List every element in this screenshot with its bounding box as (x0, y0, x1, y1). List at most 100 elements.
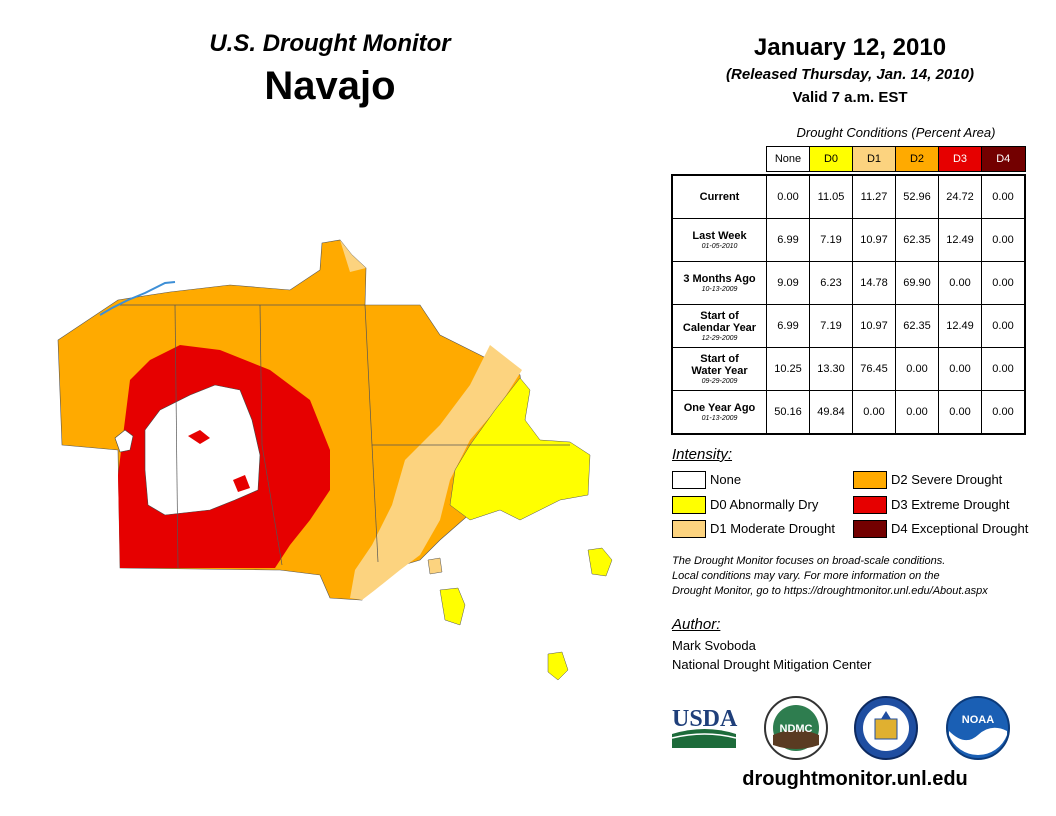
table-cell: 0.00 (938, 347, 982, 391)
legend-swatch-d1 (672, 520, 706, 538)
website-url: droughtmonitor.unl.edu (742, 768, 968, 790)
lake-powell-water (99, 281, 176, 316)
table-cell: 50.16 (766, 390, 810, 435)
table-cell: 0.00 (852, 390, 896, 435)
col-header-none: None (766, 146, 810, 172)
row-label: Start of Calendar Year 12-29-2009 (671, 304, 767, 348)
map-region-d1-north (340, 240, 366, 272)
note-line: Local conditions may vary. For more info… (672, 570, 940, 582)
legend-swatch-d4 (853, 520, 887, 538)
row-label: Current (671, 174, 767, 219)
usda-logo-icon: USDA (671, 706, 738, 748)
legend-title: Intensity: (672, 446, 733, 463)
table-cell: 24.72 (938, 174, 982, 219)
table-row: Current 0.00 11.05 11.27 52.96 24.72 0.0… (671, 174, 1026, 219)
col-header-d3: D3 (938, 146, 982, 172)
table-cell: 0.00 (981, 347, 1026, 391)
map-region-none-west (114, 429, 134, 453)
table-cell: 0.00 (895, 347, 939, 391)
map-island-d0-south (439, 587, 466, 626)
col-header-d1: D1 (852, 146, 896, 172)
legend-swatch-d0 (672, 496, 706, 514)
row-label: Start of Water Year 09-29-2009 (671, 347, 767, 391)
row-label: 3 Months Ago 10-13-2009 (671, 261, 767, 305)
svg-text:USDA: USDA (672, 706, 738, 732)
table-cell: 0.00 (981, 304, 1026, 348)
table-cell: 10.97 (852, 304, 896, 348)
author-name: Mark Svoboda (672, 638, 756, 653)
table-cell: 69.90 (895, 261, 939, 305)
note-line: Drought Monitor, go to https://droughtmo… (672, 585, 988, 597)
legend-label-d1: D1 Moderate Drought (710, 521, 836, 536)
table-cell: 11.27 (852, 174, 896, 219)
release-date: (Released Thursday, Jan. 14, 2010) (726, 66, 974, 83)
author-title: Author: (672, 616, 721, 633)
table-cell: 12.49 (938, 218, 982, 262)
region-name: Navajo (264, 64, 396, 108)
legend-label-none: None (710, 472, 742, 487)
table-cell: 10.25 (766, 347, 810, 391)
table-row: One Year Ago 01-13-2009 50.16 49.84 0.00 … (671, 390, 1026, 435)
map-title: U.S. Drought Monitor (209, 30, 451, 57)
table-cell: 76.45 (852, 347, 896, 391)
note-line: The Drought Monitor focuses on broad-sca… (672, 555, 946, 567)
table-caption: Drought Conditions (Percent Area) (796, 125, 996, 140)
table-cell: 0.00 (766, 174, 810, 219)
table-header-row: None D0 D1 D2 D3 D4 (672, 146, 1026, 172)
table-cell: 0.00 (981, 261, 1026, 305)
col-header-d2: D2 (895, 146, 939, 172)
table-row: Start of Calendar Year 12-29-2009 6.99 7.1… (671, 304, 1026, 348)
table-cell: 6.99 (766, 304, 810, 348)
drought-conditions-table: None D0 D1 D2 D3 D4 Current 0.00 11.05 1… (671, 146, 1026, 435)
legend-swatch-none (672, 471, 706, 489)
info-note: The Drought Monitor focuses on broad-sca… (672, 554, 1052, 599)
drought-map (57, 239, 613, 681)
table-cell: 14.78 (852, 261, 896, 305)
legend-label-d2: D2 Severe Drought (891, 472, 1003, 487)
noaa-logo-icon: NOAA (946, 696, 1010, 760)
table-cell: 0.00 (895, 390, 939, 435)
table-cell: 62.35 (895, 304, 939, 348)
table-cell: 6.23 (809, 261, 853, 305)
table-cell: 62.35 (895, 218, 939, 262)
table-cell: 7.19 (809, 218, 853, 262)
row-label: One Year Ago 01-13-2009 (671, 390, 767, 435)
table-cell: 7.19 (809, 304, 853, 348)
table-cell: 12.49 (938, 304, 982, 348)
boundary-lines (120, 304, 570, 569)
table-cell: 11.05 (809, 174, 853, 219)
map-island-d1-south (427, 557, 443, 575)
map-region-d3-patch-east (233, 475, 250, 492)
table-cell: 0.00 (981, 390, 1026, 435)
table-row: Start of Water Year 09-29-2009 10.25 13.30… (671, 347, 1026, 391)
svg-text:NOAA: NOAA (962, 714, 994, 726)
valid-time: Valid 7 a.m. EST (792, 89, 908, 106)
table-row: Last Week 01-05-2010 6.99 7.19 10.97 62.3… (671, 218, 1026, 262)
legend-label-d0: D0 Abnormally Dry (710, 497, 819, 512)
svg-text:NDMC: NDMC (780, 723, 813, 735)
author-org: National Drought Mitigation Center (672, 657, 872, 672)
table-header-spacer (672, 147, 767, 172)
map-date: January 12, 2010 (753, 34, 947, 61)
ndmc-logo-icon: NDMC (764, 696, 828, 760)
table-cell: 0.00 (981, 174, 1026, 219)
table-cell: 0.00 (938, 390, 982, 435)
table-cell: 6.99 (766, 218, 810, 262)
table-cell: 0.00 (938, 261, 982, 305)
legend-label-d3: D3 Extreme Drought (891, 497, 1010, 512)
map-region-none (144, 384, 261, 516)
table-cell: 52.96 (895, 174, 939, 219)
col-header-d4: D4 (981, 146, 1026, 172)
row-label: Last Week 01-05-2010 (671, 218, 767, 262)
table-cell: 13.30 (809, 347, 853, 391)
table-row: 3 Months Ago 10-13-2009 9.09 6.23 14.78 6… (671, 261, 1026, 305)
map-island-d0-east (587, 547, 613, 577)
map-region-d0 (449, 377, 591, 521)
map-region-d1 (350, 345, 522, 600)
legend-label-d4: D4 Exceptional Drought (891, 521, 1029, 536)
commerce-seal-icon (854, 696, 918, 760)
table-cell: 10.97 (852, 218, 896, 262)
table-cell: 49.84 (809, 390, 853, 435)
map-region-d3-patch (188, 430, 210, 444)
legend-swatch-d2 (853, 471, 887, 489)
